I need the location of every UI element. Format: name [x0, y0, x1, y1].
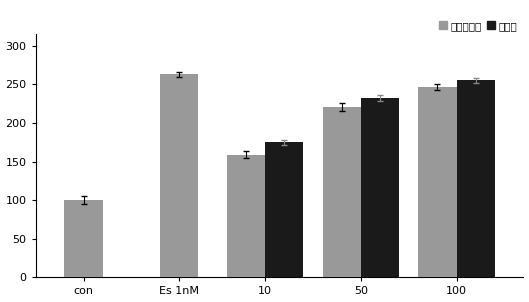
Bar [361, 98, 399, 278]
Bar [265, 142, 304, 278]
Bar [160, 74, 198, 278]
Bar [323, 107, 361, 278]
Legend: 표고하수오, 하수오: 표고하수오, 하수오 [438, 20, 518, 32]
Bar [418, 87, 457, 278]
Bar [65, 200, 103, 278]
Bar [227, 155, 265, 278]
Bar [457, 80, 495, 278]
